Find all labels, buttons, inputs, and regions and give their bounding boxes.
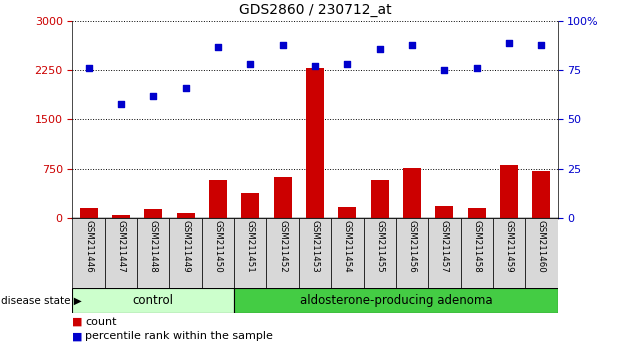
Bar — [435, 206, 453, 218]
Bar — [468, 207, 486, 218]
Text: GSM211457: GSM211457 — [440, 220, 449, 273]
Bar — [80, 208, 98, 218]
Point — [342, 62, 352, 67]
Text: control: control — [133, 294, 174, 307]
Bar — [525, 218, 558, 289]
Bar — [461, 218, 493, 289]
Bar — [364, 218, 396, 289]
Point — [245, 62, 255, 67]
Bar — [403, 168, 421, 218]
Point — [407, 42, 417, 48]
Bar — [331, 218, 364, 289]
Text: GSM211455: GSM211455 — [375, 220, 384, 273]
Bar — [144, 209, 162, 218]
Title: GDS2860 / 230712_at: GDS2860 / 230712_at — [239, 4, 391, 17]
Bar — [137, 218, 169, 289]
Bar — [105, 218, 137, 289]
Point — [84, 65, 94, 71]
Text: GSM211454: GSM211454 — [343, 220, 352, 273]
Bar — [306, 68, 324, 218]
Text: GSM211458: GSM211458 — [472, 220, 481, 273]
Point — [310, 64, 320, 69]
Bar — [371, 181, 389, 218]
Text: ■: ■ — [72, 317, 83, 327]
Point — [439, 68, 449, 73]
Bar — [177, 213, 195, 218]
Bar — [72, 288, 234, 313]
Bar — [493, 218, 525, 289]
Bar — [274, 177, 292, 218]
Text: GSM211451: GSM211451 — [246, 220, 255, 273]
Text: GSM211456: GSM211456 — [408, 220, 416, 273]
Point — [213, 44, 223, 50]
Bar — [532, 171, 550, 218]
Bar — [169, 218, 202, 289]
Bar — [234, 218, 266, 289]
Text: disease state ▶: disease state ▶ — [1, 296, 82, 306]
Text: aldosterone-producing adenoma: aldosterone-producing adenoma — [299, 294, 492, 307]
Bar — [202, 218, 234, 289]
Bar — [428, 218, 461, 289]
Text: GSM211447: GSM211447 — [117, 220, 125, 273]
Bar — [299, 218, 331, 289]
Text: GSM211446: GSM211446 — [84, 220, 93, 273]
Bar — [396, 218, 428, 289]
Point — [278, 42, 288, 48]
Bar — [112, 215, 130, 218]
Text: count: count — [85, 317, 117, 327]
Text: percentile rank within the sample: percentile rank within the sample — [85, 331, 273, 341]
Text: GSM211460: GSM211460 — [537, 220, 546, 273]
Bar — [241, 193, 259, 218]
Point — [116, 101, 126, 107]
Point — [536, 42, 546, 48]
Bar — [209, 180, 227, 218]
Bar — [72, 218, 105, 289]
Bar — [266, 218, 299, 289]
Text: GSM211448: GSM211448 — [149, 220, 158, 273]
Point — [148, 93, 158, 99]
Text: ■: ■ — [72, 331, 83, 341]
Bar — [338, 207, 356, 218]
Text: GSM211452: GSM211452 — [278, 220, 287, 273]
Text: GSM211453: GSM211453 — [311, 220, 319, 273]
Point — [375, 46, 385, 52]
Bar — [500, 165, 518, 218]
Point — [472, 65, 482, 71]
Point — [504, 40, 514, 46]
Bar — [234, 288, 558, 313]
Point — [181, 85, 191, 91]
Text: GSM211449: GSM211449 — [181, 220, 190, 273]
Text: GSM211450: GSM211450 — [214, 220, 222, 273]
Text: GSM211459: GSM211459 — [505, 220, 513, 273]
